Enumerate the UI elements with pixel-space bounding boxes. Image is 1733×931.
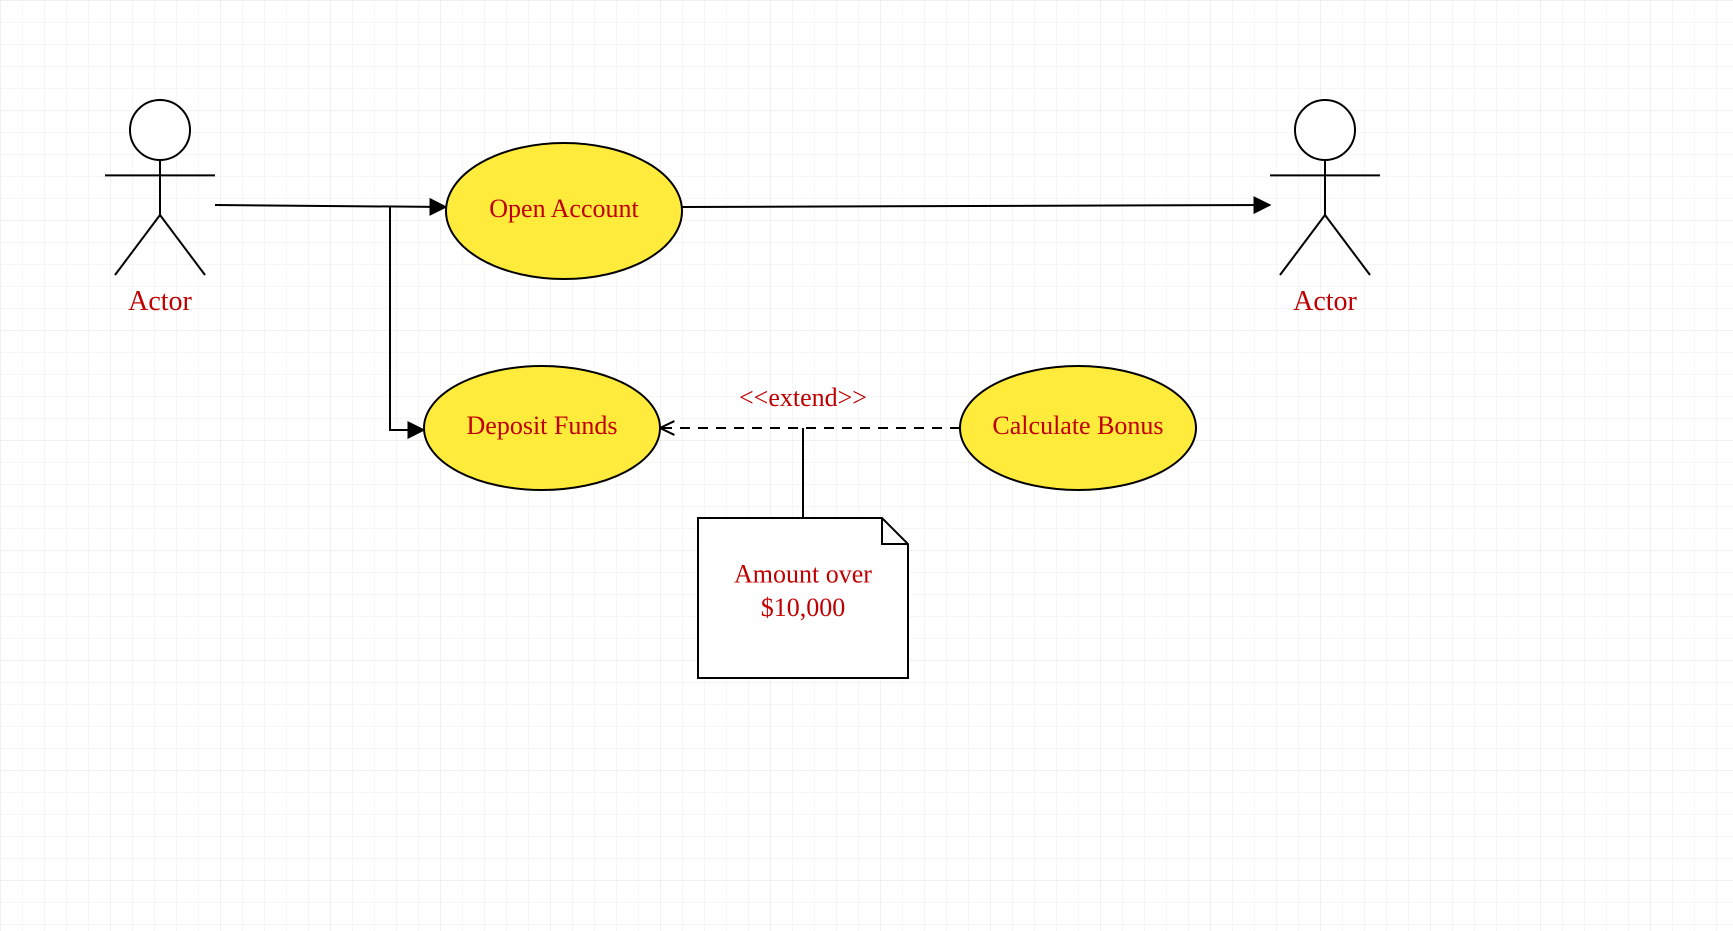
actor_left-label: Actor (128, 286, 192, 317)
uc_calculate_bonus-label: Calculate Bonus (992, 411, 1163, 440)
canvas-grid (0, 0, 1733, 931)
uc_deposit_funds-label: Deposit Funds (467, 411, 618, 440)
actor_right-label: Actor (1293, 286, 1357, 317)
usecase-diagram-svg: <<extend>> Open Account Deposit Funds Calcu… (0, 0, 1733, 931)
edge_extend-label: <<extend>> (739, 383, 867, 412)
uc_open_account-label: Open Account (489, 194, 639, 223)
diagram-canvas: <<extend>> Open Account Deposit Funds Calcu… (0, 0, 1733, 931)
